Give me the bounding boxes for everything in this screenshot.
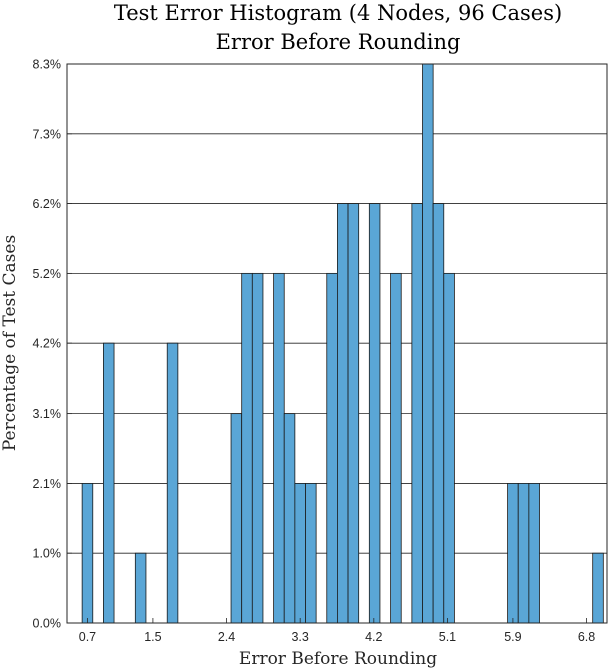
y-tick-label: 3.1% <box>33 407 62 421</box>
histogram-bar <box>283 413 296 624</box>
histogram-bar <box>294 483 306 624</box>
chart-title: Test Error Histogram (4 Nodes, 96 Cases) <box>114 1 562 25</box>
x-axis-ticks: 0.7 1.5 2.4 3.3 4.2 5.1 5.9 6.8 <box>79 618 595 644</box>
histogram-bar <box>443 272 455 624</box>
histogram-bar <box>592 552 604 624</box>
y-axis-label: Percentage of Test Cases <box>0 235 20 451</box>
x-tick-label: 6.8 <box>578 630 595 644</box>
y-tick-label: 7.3% <box>33 127 62 141</box>
x-tick-label: 5.9 <box>504 630 521 644</box>
histogram-bar <box>390 272 402 624</box>
histogram-bar <box>517 483 530 624</box>
x-tick-label: 1.5 <box>144 630 161 644</box>
y-axis-ticks: 0.0% 1.0% 2.1% 3.1% 4.2% 5.2% 6.2% 7.3% 8.3% <box>33 58 72 631</box>
histogram-bar <box>251 272 264 624</box>
x-axis-label: Error Before Rounding <box>239 649 437 669</box>
histogram-bar <box>305 483 317 624</box>
x-tick-label: 5.1 <box>439 630 456 644</box>
histogram-bar <box>507 483 519 624</box>
histogram-bar <box>432 203 445 624</box>
histogram-bar <box>337 203 349 624</box>
histogram-bar <box>273 272 285 624</box>
y-tick-label: 8.3% <box>33 58 62 72</box>
histogram-bar <box>81 483 94 624</box>
histogram-bar <box>528 483 540 624</box>
x-tick-label: 2.4 <box>218 630 235 644</box>
histogram-bar <box>326 272 338 624</box>
y-tick-label: 1.0% <box>33 547 62 561</box>
chart-subtitle: Error Before Rounding <box>216 30 461 54</box>
y-tick-label: 2.1% <box>33 477 62 491</box>
histogram-bar <box>411 203 423 624</box>
histogram-bar <box>230 413 243 624</box>
y-tick-label: 6.2% <box>33 197 62 211</box>
histogram-bar <box>134 552 147 624</box>
histogram-bar <box>422 63 434 624</box>
y-tick-label: 4.2% <box>33 337 62 351</box>
histogram-bar <box>347 203 360 624</box>
histogram-bar <box>166 342 179 624</box>
histogram-bar <box>368 203 381 624</box>
x-tick-label: 4.2 <box>365 630 382 644</box>
y-tick-label: 5.2% <box>33 267 62 281</box>
histogram-bars <box>81 63 604 624</box>
y-tick-label: 0.0% <box>33 617 62 631</box>
histogram-bar <box>241 272 253 624</box>
x-tick-label: 0.7 <box>79 630 96 644</box>
histogram-bar <box>103 342 115 624</box>
x-tick-label: 3.3 <box>291 630 308 644</box>
